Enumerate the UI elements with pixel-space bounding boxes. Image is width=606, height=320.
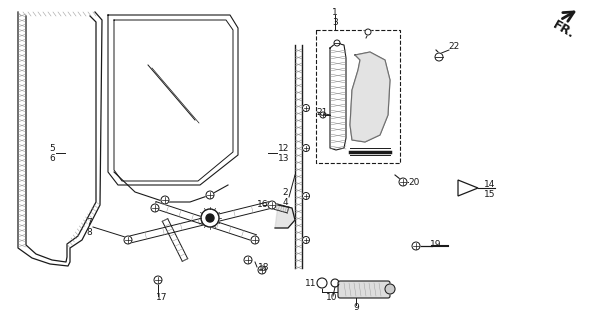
Text: FR.: FR. <box>550 19 576 41</box>
Circle shape <box>201 209 219 227</box>
Circle shape <box>258 266 266 274</box>
Circle shape <box>302 105 310 111</box>
Polygon shape <box>350 52 390 142</box>
Circle shape <box>251 236 259 244</box>
Circle shape <box>385 284 395 294</box>
Polygon shape <box>458 180 478 196</box>
Circle shape <box>334 40 340 46</box>
Circle shape <box>302 145 310 151</box>
Text: 21: 21 <box>316 108 327 116</box>
Circle shape <box>206 214 214 222</box>
Text: 1: 1 <box>332 7 338 17</box>
Text: 13: 13 <box>278 154 290 163</box>
Circle shape <box>154 276 162 284</box>
Text: 15: 15 <box>484 189 496 198</box>
Text: 8: 8 <box>86 228 92 236</box>
Circle shape <box>302 236 310 244</box>
Circle shape <box>268 201 276 209</box>
Circle shape <box>317 278 327 288</box>
Text: 10: 10 <box>326 293 338 302</box>
Text: 22: 22 <box>448 42 459 51</box>
Text: 19: 19 <box>430 239 442 249</box>
Text: 3: 3 <box>332 18 338 27</box>
Text: 4: 4 <box>282 197 288 206</box>
Circle shape <box>412 242 420 250</box>
Text: 18: 18 <box>258 263 270 273</box>
Circle shape <box>244 256 252 264</box>
Text: 16: 16 <box>256 199 268 209</box>
Circle shape <box>151 204 159 212</box>
Circle shape <box>435 53 443 61</box>
Text: 11: 11 <box>304 278 316 287</box>
Circle shape <box>161 196 169 204</box>
Text: 14: 14 <box>484 180 495 188</box>
Circle shape <box>206 191 214 199</box>
Bar <box>316 30 400 163</box>
Text: 17: 17 <box>156 293 168 302</box>
FancyBboxPatch shape <box>338 281 390 298</box>
Circle shape <box>320 112 326 118</box>
Text: 9: 9 <box>353 303 359 313</box>
Polygon shape <box>275 205 295 228</box>
Circle shape <box>302 193 310 199</box>
Text: 12: 12 <box>278 143 290 153</box>
Text: 6: 6 <box>49 154 55 163</box>
Text: 5: 5 <box>49 143 55 153</box>
Circle shape <box>399 178 407 186</box>
Circle shape <box>365 29 371 35</box>
Text: 2: 2 <box>282 188 288 196</box>
Text: 20: 20 <box>408 178 419 187</box>
Text: 7: 7 <box>86 218 92 227</box>
Circle shape <box>124 236 132 244</box>
